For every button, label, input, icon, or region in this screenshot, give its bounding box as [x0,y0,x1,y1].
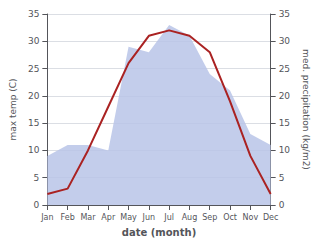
svg-text:30: 30 [279,36,291,46]
svg-text:date (month): date (month) [122,227,196,238]
svg-text:Aug: Aug [182,213,198,222]
svg-text:20: 20 [28,91,40,101]
svg-text:med. precipitation (kg/m2): med. precipitation (kg/m2) [301,49,311,170]
svg-text:10: 10 [279,145,291,155]
svg-text:Dec: Dec [263,213,278,222]
svg-text:15: 15 [28,118,39,128]
svg-text:25: 25 [28,64,39,74]
svg-text:May: May [120,213,137,222]
svg-text:Nov: Nov [243,213,259,222]
svg-text:10: 10 [28,145,40,155]
svg-text:Apr: Apr [101,213,116,222]
svg-text:15: 15 [279,118,290,128]
svg-text:20: 20 [279,91,291,101]
svg-text:max temp (C): max temp (C) [8,78,18,140]
svg-text:Jan: Jan [40,213,53,222]
svg-text:Sep: Sep [202,213,217,222]
svg-text:5: 5 [34,173,40,183]
svg-text:Jun: Jun [142,213,156,222]
svg-text:Mar: Mar [80,213,96,222]
svg-text:35: 35 [28,9,39,19]
svg-text:30: 30 [28,36,40,46]
svg-text:5: 5 [279,173,285,183]
svg-text:Feb: Feb [61,213,75,222]
svg-text:0: 0 [34,200,40,210]
svg-text:Jul: Jul [163,213,174,222]
svg-text:25: 25 [279,64,290,74]
svg-text:0: 0 [279,200,285,210]
svg-text:35: 35 [279,9,290,19]
svg-text:Oct: Oct [223,213,237,222]
